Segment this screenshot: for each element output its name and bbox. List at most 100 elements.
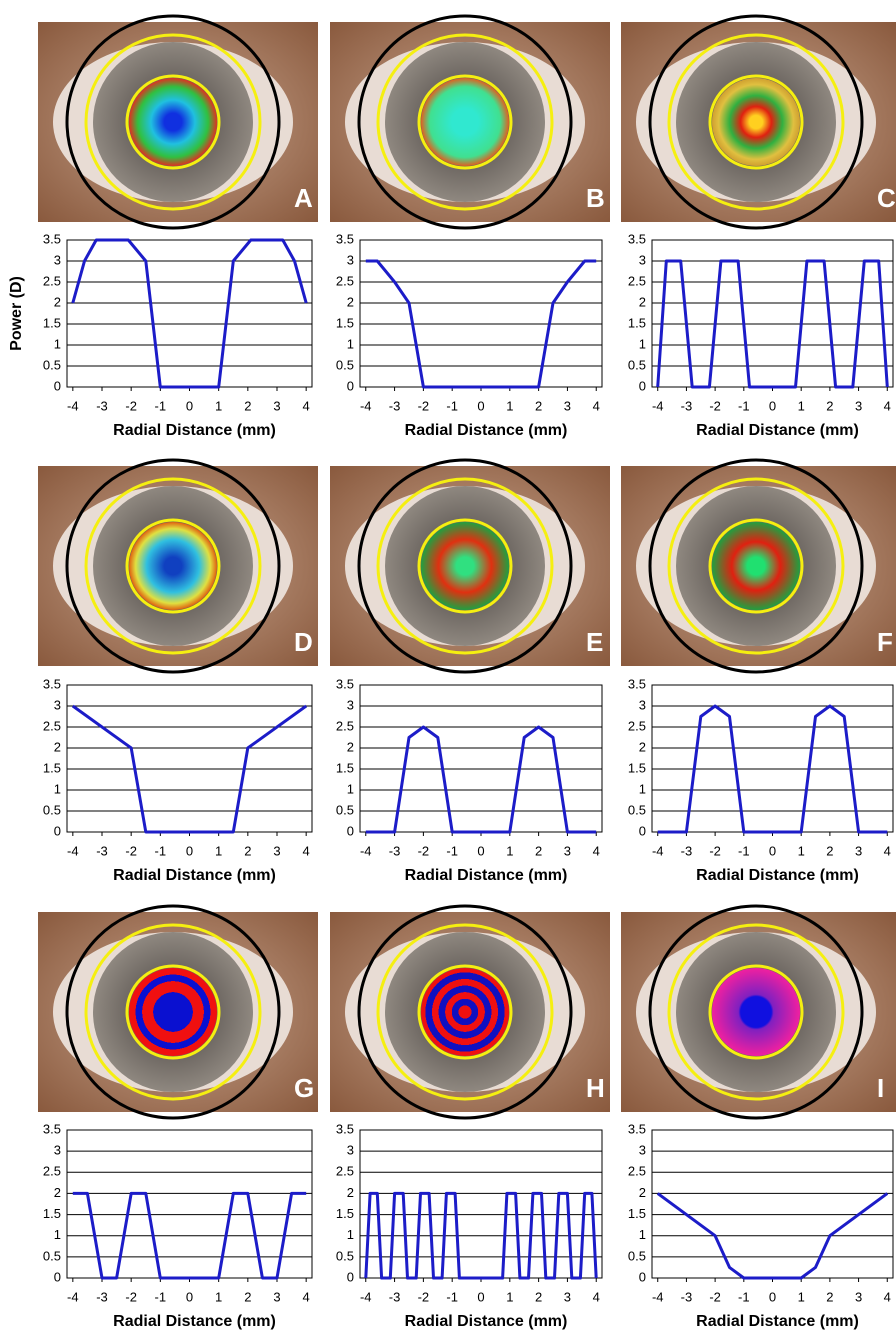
- y-tick-label: 3.5: [43, 676, 61, 691]
- y-tick-label: 1.5: [336, 1206, 354, 1221]
- x-axis-title: Radial Distance (mm): [696, 1313, 859, 1330]
- data-line: [365, 725, 597, 834]
- x-tick-label: -3: [96, 1289, 108, 1304]
- x-tick-label: 2: [244, 843, 251, 858]
- y-tick-label: 0.5: [43, 802, 61, 817]
- x-tick-label: -2: [709, 398, 721, 413]
- y-tick-label: 3.5: [628, 676, 646, 691]
- plot-frame: [651, 239, 894, 388]
- x-tick-label: -3: [681, 398, 693, 413]
- y-axis-title: Power (D): [8, 276, 25, 351]
- y-tick-label: 0.5: [336, 802, 354, 817]
- power-map: [129, 522, 217, 610]
- y-tick-label: 2: [347, 739, 354, 754]
- panel-letter: F: [877, 627, 893, 657]
- x-tick-label: -4: [360, 1289, 372, 1304]
- outer-ring: [648, 904, 864, 1120]
- outer-ring: [357, 904, 573, 1120]
- x-tick-label: 4: [884, 843, 891, 858]
- x-tick-label: 2: [244, 398, 251, 413]
- x-tick-label: 4: [593, 398, 600, 413]
- outer-ring: [65, 904, 281, 1120]
- x-tick-label: -1: [155, 398, 167, 413]
- data-line: [72, 1191, 307, 1280]
- x-tick-label: -4: [67, 1289, 79, 1304]
- x-tick-label: 2: [535, 1289, 542, 1304]
- x-tick-label: -2: [125, 1289, 137, 1304]
- x-tick-label: 0: [769, 398, 776, 413]
- y-tick-label: 3.5: [628, 231, 646, 246]
- x-tick-label: 3: [855, 1289, 862, 1304]
- y-tick-label: 0: [639, 823, 646, 838]
- data-line: [656, 259, 889, 389]
- plot-frame: [66, 1129, 313, 1279]
- outer-ring: [65, 14, 281, 230]
- y-tick-label: 3.5: [336, 676, 354, 691]
- x-tick-label: -2: [709, 843, 721, 858]
- x-tick-label: 2: [535, 398, 542, 413]
- plot-frame: [359, 239, 603, 388]
- limbus-ring: [84, 923, 262, 1101]
- plot-frame: [651, 1129, 894, 1279]
- x-axis-title: Radial Distance (mm): [405, 867, 568, 884]
- x-axis-title: Radial Distance (mm): [113, 867, 276, 884]
- data-line: [365, 259, 597, 389]
- optic-zone-ring: [125, 518, 221, 614]
- panel: D 0 0.5 1 1.5 2 2.5 3 3.5 -4 -3 -2 -1 0 1 2 3 4 Radial Dis…: [38, 458, 318, 884]
- x-tick-label: 4: [303, 1289, 310, 1304]
- x-tick-label: 4: [303, 398, 310, 413]
- x-tick-label: -3: [96, 398, 108, 413]
- y-tick-label: 3: [54, 252, 61, 267]
- x-tick-label: -1: [446, 843, 458, 858]
- y-tick-label: 1: [639, 781, 646, 796]
- y-tick-label: 2: [639, 739, 646, 754]
- x-axis-title: Radial Distance (mm): [405, 1313, 568, 1330]
- y-tick-label: 1: [347, 781, 354, 796]
- x-tick-label: 3: [564, 398, 571, 413]
- y-tick-label: 0.5: [336, 1248, 354, 1263]
- x-tick-label: 1: [798, 843, 805, 858]
- power-map: [421, 78, 509, 166]
- y-tick-label: 1: [347, 1227, 354, 1242]
- x-axis-title: Radial Distance (mm): [113, 1313, 276, 1330]
- x-tick-label: 3: [855, 843, 862, 858]
- limbus-ring: [84, 33, 262, 211]
- x-tick-label: -3: [681, 1289, 693, 1304]
- y-tick-label: 2.5: [336, 718, 354, 733]
- panel-letter: A: [294, 183, 313, 213]
- outer-ring: [357, 14, 573, 230]
- x-tick-label: 1: [215, 398, 222, 413]
- x-tick-label: 0: [769, 843, 776, 858]
- x-tick-label: 1: [798, 1289, 805, 1304]
- x-tick-label: 4: [593, 843, 600, 858]
- limbus-ring: [667, 923, 845, 1101]
- x-tick-label: 4: [884, 1289, 891, 1304]
- x-tick-label: 2: [244, 1289, 251, 1304]
- y-tick-label: 3.5: [43, 1121, 61, 1136]
- x-tick-label: 1: [215, 1289, 222, 1304]
- y-tick-label: 3: [639, 697, 646, 712]
- x-tick-label: 1: [798, 398, 805, 413]
- x-tick-label: 4: [303, 843, 310, 858]
- x-tick-label: -1: [738, 398, 750, 413]
- optic-zone-ring: [708, 964, 804, 1060]
- panel: I 0 0.5 1 1.5 2 2.5 3 3.5 -4 -3 -2 -1 0 1 2 3 4 Radial Dis…: [621, 904, 896, 1330]
- x-axis-title: Radial Distance (mm): [696, 867, 859, 884]
- panel: E 0 0.5 1 1.5 2 2.5 3 3.5 -4 -3 -2 -1 0 1 2 3 4 Radial Dis…: [330, 458, 610, 884]
- y-tick-label: 0.5: [628, 802, 646, 817]
- power-map: [129, 78, 217, 166]
- x-tick-label: 0: [477, 1289, 484, 1304]
- y-tick-label: 3.5: [628, 1121, 646, 1136]
- y-tick-label: 0: [54, 823, 61, 838]
- x-tick-label: -4: [360, 398, 372, 413]
- x-tick-label: 3: [564, 843, 571, 858]
- y-tick-label: 3: [54, 697, 61, 712]
- x-tick-label: -1: [738, 843, 750, 858]
- x-tick-label: -2: [125, 843, 137, 858]
- x-tick-label: 0: [769, 1289, 776, 1304]
- x-tick-label: -2: [418, 398, 430, 413]
- y-tick-label: 1.5: [628, 315, 646, 330]
- y-tick-label: 3: [347, 697, 354, 712]
- x-axis-title: Radial Distance (mm): [405, 422, 568, 439]
- y-tick-label: 0: [54, 378, 61, 393]
